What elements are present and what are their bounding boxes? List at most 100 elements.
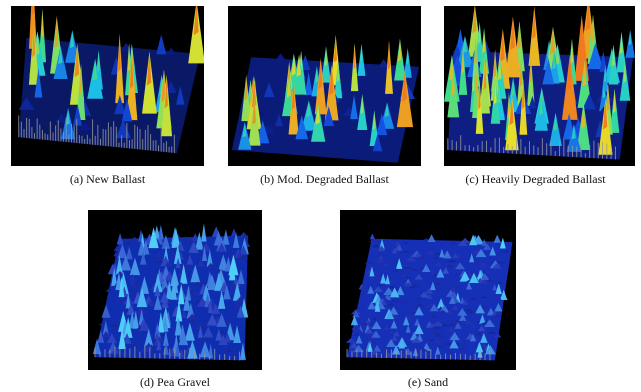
surface-peak (355, 335, 363, 344)
surface-peak (34, 68, 43, 98)
surface-peak (493, 234, 501, 243)
surface-peak-highlight (318, 58, 323, 90)
surface-peak (448, 242, 457, 245)
surface-peak (475, 333, 484, 336)
surface-peak (442, 267, 450, 274)
surface-peak-highlight (252, 98, 256, 125)
surface-peak (376, 113, 388, 136)
surface-peak (323, 106, 334, 127)
surface-peak-highlight (579, 15, 584, 52)
surface-peak (193, 281, 203, 286)
surface-peak (374, 301, 381, 312)
surface-peak-highlight (242, 122, 247, 138)
surface-peak (136, 287, 148, 308)
surface-peak (382, 325, 391, 330)
surface-peak (409, 286, 416, 289)
surface-peak (125, 290, 131, 309)
surface-peak (373, 286, 384, 292)
surface-peak (161, 296, 169, 308)
surface-peak (390, 335, 399, 342)
surface-peak (477, 269, 483, 281)
surface-peak (154, 285, 161, 297)
surface-peak (367, 285, 375, 294)
surface-peak-highlight (336, 62, 340, 83)
surface-peak (441, 324, 451, 327)
surface-peak (475, 248, 487, 258)
surface-peak-highlight (532, 6, 536, 40)
surface-peak (389, 299, 401, 303)
surface-peak (195, 231, 204, 250)
surface-peak (120, 255, 132, 271)
surface-peak (429, 315, 437, 318)
surface-peak (118, 276, 125, 298)
surface-peak (215, 328, 223, 341)
surface-peak-highlight (582, 60, 587, 87)
surface-peak-highlight (127, 42, 131, 72)
surface-peak (378, 58, 390, 68)
surface-peak (201, 283, 211, 302)
surface-peak (446, 327, 456, 332)
surface-peak-highlight (397, 38, 402, 62)
surface-peak (463, 319, 474, 325)
surface-peak (174, 317, 183, 336)
surface-peak (582, 93, 597, 110)
surface-peak-highlight (65, 107, 70, 126)
surface-peak (170, 281, 178, 300)
surface-peak (427, 250, 434, 255)
surface-peak (351, 325, 357, 330)
surface-peak (492, 283, 498, 291)
surface-peak (137, 240, 146, 256)
caption-d: (d) Pea Gravel (140, 375, 210, 389)
surface-peak (377, 245, 386, 252)
surface-peak (102, 320, 109, 335)
surface-peak-highlight (69, 30, 75, 49)
surface-peak (435, 333, 446, 338)
surface-peak (405, 324, 411, 333)
surface-peak (399, 300, 411, 304)
surface-peak (391, 247, 398, 254)
surface-peak (494, 332, 502, 338)
surface-peak (449, 339, 459, 349)
surface-peak-highlight (472, 6, 477, 34)
surface-peak (454, 322, 462, 329)
surface-peak (419, 266, 425, 270)
surface-peak (107, 263, 119, 275)
surface-peak-highlight (507, 92, 510, 119)
surface-peak (402, 241, 410, 244)
surface-peak-highlight (497, 84, 501, 105)
surface-peak-highlight (497, 57, 502, 81)
surface-peak (402, 282, 414, 287)
surface-peak (191, 290, 201, 296)
surface-peak-highlight (510, 16, 515, 51)
surface-peak (216, 313, 227, 327)
surface-peak (369, 266, 375, 277)
surface-peak (486, 307, 495, 316)
surface-peak (475, 341, 484, 353)
caption-c: (c) Heavily Degraded Ballast (465, 172, 606, 186)
panel-e-sand-image (340, 210, 516, 370)
surface-peak (175, 85, 185, 105)
surface-peak (433, 338, 441, 344)
surface-peak (480, 305, 489, 309)
surface-peak (141, 344, 151, 353)
surface-peak (479, 343, 489, 348)
surface-peak (165, 47, 177, 56)
surface-peak (359, 286, 370, 290)
surface-peak (118, 328, 126, 349)
surface-peak (479, 314, 486, 324)
surface-peak-highlight (244, 74, 248, 101)
surface-peak (409, 309, 415, 314)
surface-peak (116, 233, 124, 245)
surface-peak (447, 350, 453, 354)
surface-peak (402, 266, 413, 269)
surface-peak (115, 255, 123, 275)
surface-peak (218, 254, 229, 271)
surface-peak (479, 279, 490, 284)
surface-peak (208, 343, 214, 359)
surface-peak (155, 251, 162, 258)
surface-peak (469, 333, 477, 342)
surface-peak-highlight (146, 51, 152, 86)
surface-peak (174, 343, 181, 357)
surface-peak (136, 306, 147, 314)
surface-peak (364, 261, 374, 264)
